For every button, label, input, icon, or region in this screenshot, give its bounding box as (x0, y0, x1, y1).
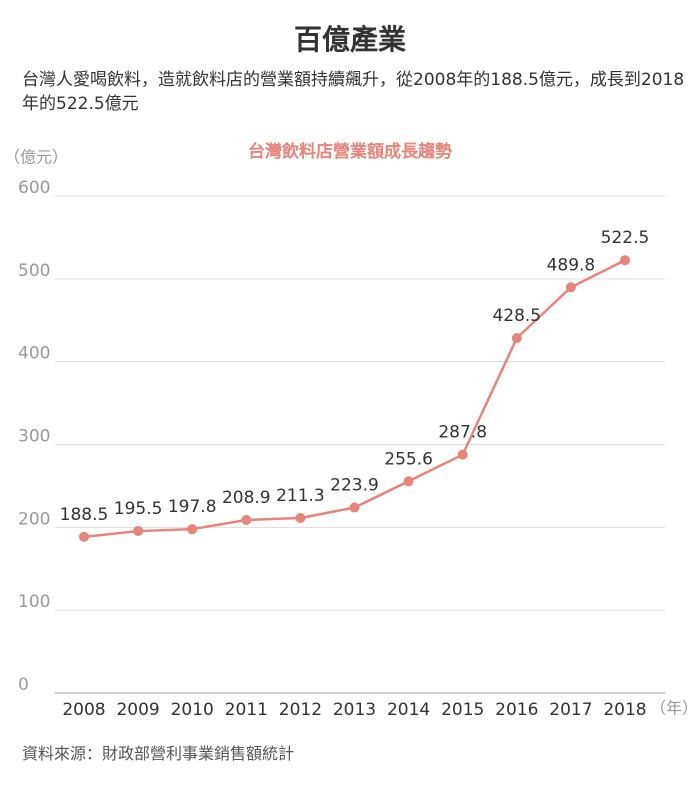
data-label: 489.8 (547, 255, 596, 275)
chart-subtitle: 台灣飲料店營業額成長趨勢 (248, 141, 452, 162)
x-tick-label: 2009 (116, 700, 159, 720)
x-axis-label: （年） (650, 699, 698, 718)
point (565, 282, 576, 293)
y-tick-label: 600 (18, 178, 50, 198)
point (295, 512, 306, 523)
x-tick-label: 2008 (62, 700, 105, 720)
x-tick-label: 2013 (333, 700, 376, 720)
x-tick-label: 2018 (603, 700, 646, 720)
x-tick-label: 2017 (549, 700, 592, 720)
data-label: 287.8 (438, 423, 487, 443)
data-label: 522.5 (601, 228, 650, 248)
page-title: 百億產業 (293, 23, 406, 56)
point (133, 526, 144, 537)
point (511, 333, 522, 344)
x-tick-label: 2014 (387, 700, 430, 720)
point (349, 502, 360, 513)
point (79, 531, 89, 542)
y-tick-label: 300 (18, 427, 50, 447)
data-label: 428.5 (492, 306, 541, 326)
y-tick-label: 100 (18, 592, 50, 612)
source-note: 資料來源：財政部營利事業銷售額統計 (22, 744, 295, 763)
point (241, 514, 252, 525)
x-tick-label: 2015 (441, 700, 484, 720)
point (187, 524, 198, 535)
y-tick-label: 200 (18, 509, 50, 529)
point (403, 476, 414, 487)
x-tick-label: 2016 (495, 700, 538, 720)
x-tick-label: 2011 (225, 700, 268, 720)
data-label: 188.5 (60, 505, 109, 525)
x-tick-label: 2010 (171, 700, 214, 720)
data-label: 195.5 (114, 499, 163, 519)
data-label: 197.8 (168, 497, 217, 517)
y-tick-label: 0 (18, 675, 29, 695)
point (620, 255, 630, 266)
data-label: 211.3 (276, 486, 325, 506)
y-tick-label: 500 (18, 261, 50, 281)
subtitle: 台灣人愛喝飲料，造就飲料店的營業額持續飆升，從2008年的188.5億元，成長到… (22, 70, 685, 114)
y-tick-label: 400 (18, 344, 50, 364)
y-axis-label: （億元） (4, 148, 68, 167)
point (457, 449, 468, 460)
data-label: 255.6 (384, 449, 433, 469)
data-label: 223.9 (330, 476, 379, 496)
x-tick-label: 2012 (279, 700, 322, 720)
data-label: 208.9 (222, 488, 271, 508)
